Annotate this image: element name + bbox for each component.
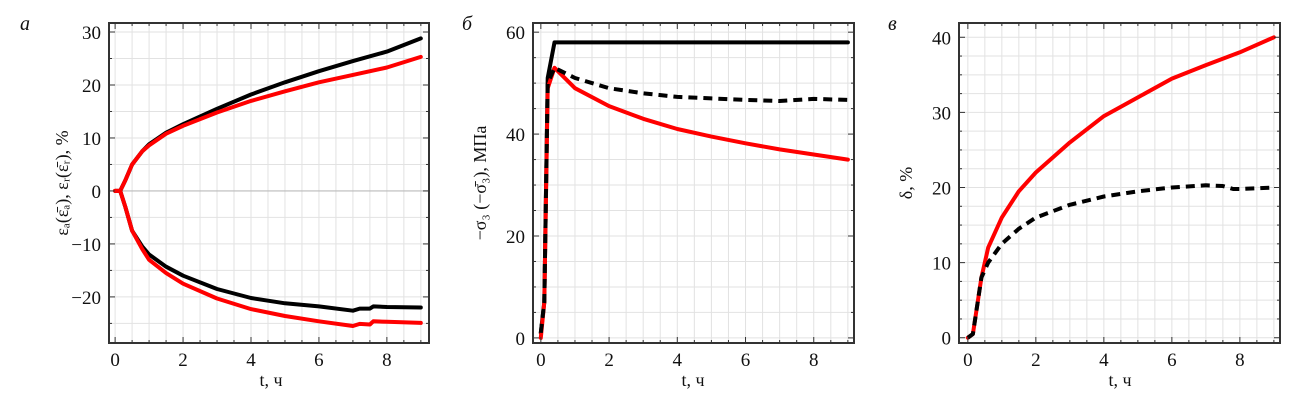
- panel-letter: б: [462, 13, 473, 35]
- x-tick-label: 6: [1167, 350, 1177, 371]
- y-axis-label: −σ₃ (−σ̄₃), МПа: [470, 126, 491, 241]
- series-line-black-lower: [118, 188, 423, 313]
- y-tick-label: 20: [506, 227, 525, 248]
- x-tick-label: 2: [178, 350, 188, 371]
- y-axis-label: εₐ(ε̄ₐ), εᵣ(ε̄ᵣ), %: [52, 130, 73, 235]
- y-tick-label: 40: [932, 28, 951, 49]
- y-tick-label: 30: [932, 103, 951, 124]
- panel-а: 0 2 4 6 8 −20 −10 0 10 20 30 t, ч εₐ(ε̄ₐ), εᵣ(ε̄ᵣ), …: [20, 13, 430, 390]
- panel-в: 0 2 4 6 8 0 10 20 30 40 t, ч δ, % в: [888, 13, 1281, 390]
- x-tick-label: 0: [110, 350, 120, 371]
- y-tick-label: 0: [516, 329, 526, 350]
- y-tick-label: 40: [506, 125, 525, 146]
- plot-frame: [108, 22, 430, 344]
- x-tick-label: 4: [246, 350, 256, 371]
- y-tick-label: 10: [82, 129, 101, 150]
- x-tick-label: 2: [1031, 350, 1041, 371]
- x-tick-label: 6: [741, 350, 751, 371]
- x-tick-label: 4: [673, 350, 683, 371]
- y-tick-label: −20: [71, 288, 101, 309]
- y-tick-label: 0: [942, 329, 952, 350]
- series-line-black-dashed: [538, 65, 848, 334]
- x-axis-label: t, ч: [681, 370, 704, 390]
- y-tick-label: 20: [932, 179, 951, 200]
- x-tick-label: 6: [314, 350, 324, 371]
- x-tick-label: 8: [809, 350, 819, 371]
- plot-frame: [532, 22, 855, 344]
- plot-frame: [958, 22, 1281, 344]
- y-tick-label: 30: [82, 23, 101, 44]
- y-tick-label: −10: [71, 235, 101, 256]
- x-tick-label: 8: [382, 350, 392, 371]
- y-tick-label: 10: [932, 254, 951, 275]
- y-tick-label: 20: [82, 76, 101, 97]
- x-tick-label: 0: [963, 350, 973, 371]
- y-tick-label: 60: [506, 23, 525, 44]
- y-axis-label: δ, %: [896, 167, 916, 199]
- x-tick-label: 8: [1235, 350, 1245, 371]
- y-tick-label: 0: [92, 182, 102, 203]
- series-line-black-dashed: [966, 183, 1274, 340]
- panel-letter: а: [20, 13, 30, 35]
- panel-б: 0 2 4 6 8 0 20 40 60 t, ч −σ₃ (−σ̄₃), МПа б: [462, 13, 855, 390]
- x-tick-label: 0: [536, 350, 546, 371]
- x-tick-label: 2: [604, 350, 614, 371]
- series-line-red-upper: [113, 54, 423, 193]
- x-axis-label: t, ч: [259, 370, 282, 390]
- panel-letter: в: [888, 13, 897, 35]
- x-axis-label: t, ч: [1108, 370, 1131, 390]
- x-tick-label: 4: [1099, 350, 1109, 371]
- series-line-red-lower: [113, 188, 423, 328]
